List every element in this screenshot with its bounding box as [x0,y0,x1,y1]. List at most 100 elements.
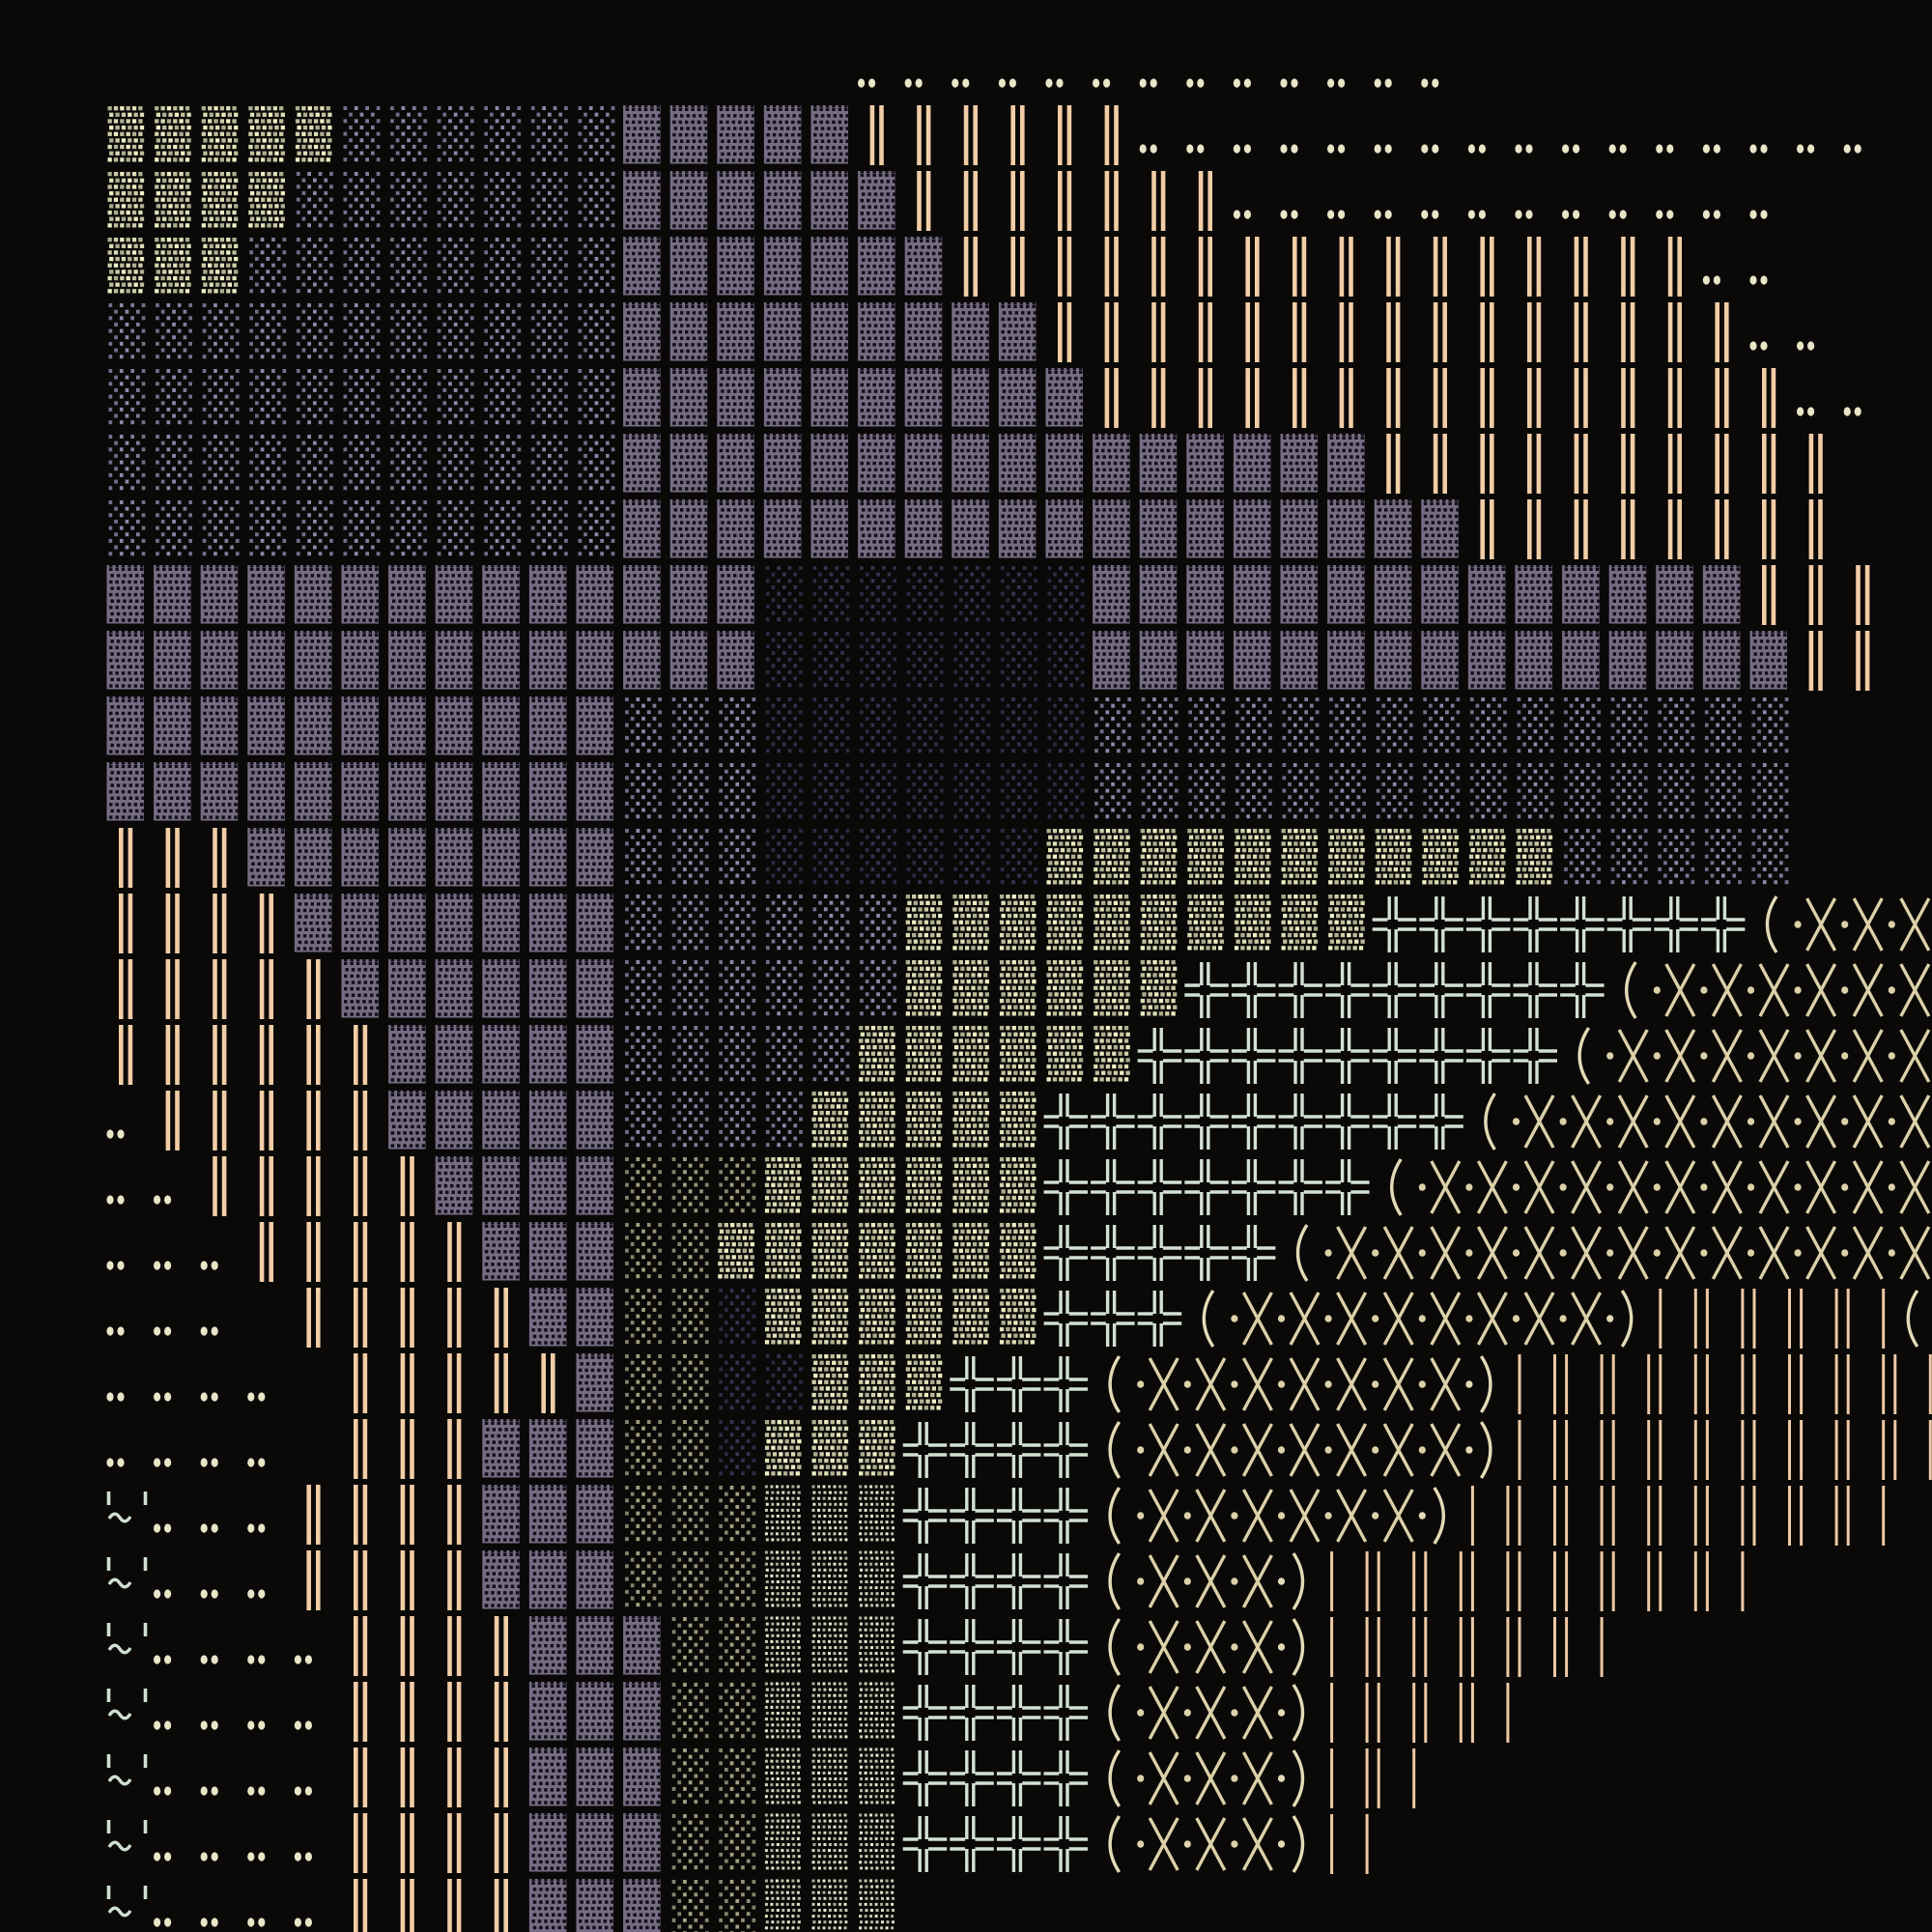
sparse-checker-lavender [296,172,333,228]
dot-pair [200,1720,218,1730]
double-cross [1135,1289,1183,1349]
sparse-checker-lavender [812,960,850,1016]
sparse-checker-lavender [156,500,192,556]
dot-pair [247,1852,266,1861]
fine-dot-block [811,1879,848,1932]
sparse-checker-lavender [671,1026,709,1082]
dot-pair [154,1786,172,1796]
mesh-block [388,959,427,1018]
mesh-block [435,696,474,755]
sparse-checker-olive [719,1814,756,1870]
sparse-checker-dark [719,1354,756,1410]
dense-dot-block [952,1223,989,1279]
fine-dot-block [764,1485,801,1542]
mesh-block [1702,631,1742,690]
x-with-dot [1746,1028,1790,1084]
dense-dot-block [1234,895,1271,951]
double-vline [354,1747,368,1807]
angle-open [1484,1092,1497,1151]
dense-dot-block [999,895,1037,951]
double-cross [1182,1223,1231,1283]
double-vline [494,1879,508,1932]
sparse-checker-lavender [437,106,474,162]
dot-pair [247,1523,266,1533]
dot-pair [1702,210,1720,219]
mesh-block [717,237,755,296]
tilde-ticks [106,1490,148,1523]
x-with-dot [1322,1422,1368,1478]
angle-open [1108,1748,1122,1808]
mesh-block [1280,499,1319,558]
mesh-block [482,631,521,690]
double-vline [119,959,133,1019]
double-cross [1135,1157,1183,1217]
mesh-block [528,1156,568,1215]
dot-pair [1139,144,1157,154]
thin-edge-bars [1377,1748,1416,1808]
sparse-checker-lavender [1704,829,1742,885]
sparse-checker-lavender [296,303,333,359]
x-with-dot [1792,1159,1837,1215]
dense-dot-block [905,895,943,951]
sparse-checker-lavender [1610,763,1648,819]
mesh-block [1093,434,1131,493]
sparse-checker-dark [906,566,944,622]
x-with-dot [1135,1488,1179,1544]
dense-dot-block [155,238,191,294]
dense-dot-block [905,1026,943,1082]
double-cross [1041,1289,1090,1349]
dense-dot-block [999,1026,1037,1082]
angle-open [1108,1814,1122,1874]
sparse-checker-dark [812,632,850,688]
mesh-block [1233,499,1272,558]
sparse-checker-lavender [1751,763,1789,819]
dense-dot-block [905,960,943,1016]
dense-dot-block [905,1092,943,1148]
sparse-checker-olive [671,1748,709,1804]
sparse-checker-lavender [1751,829,1789,885]
sparse-checker-lavender [390,238,427,294]
thin-edge-bars [1800,1486,1838,1546]
mesh-block [763,434,803,493]
double-vline [1433,368,1447,428]
mesh-block [482,1091,521,1150]
mesh-block [1562,565,1601,624]
thin-edge-bars [1611,1354,1651,1414]
sparse-checker-lavender [202,500,240,556]
double-vline [213,1091,227,1151]
double-vline [1856,565,1870,625]
mesh-block [388,762,427,821]
double-cross [1605,895,1653,954]
double-cross [1323,1157,1372,1217]
double-vline [165,828,180,888]
dot-pair [1374,210,1392,219]
double-vline [354,1091,368,1151]
fine-dot-block [811,1813,848,1870]
double-vline [963,105,978,165]
x-with-dot [1229,1619,1274,1675]
thin-edge-bars [1846,1486,1886,1546]
dense-dot-block [905,1157,943,1213]
mesh-block [576,1419,614,1478]
thin-edge-bars [1470,1486,1510,1546]
mesh-block [528,959,568,1018]
mesh-block [341,762,380,821]
double-vline [447,1419,462,1479]
thin-edge-bars [1330,1551,1369,1611]
thin-edge-bars [1705,1486,1745,1546]
sparse-checker-olive [625,1354,662,1410]
dot-pair [1233,78,1251,88]
mesh-block [952,302,990,361]
double-vline [306,1025,321,1085]
sparse-checker-lavender [719,829,756,885]
fine-dot-block [859,1682,895,1739]
thin-edge-bars [1565,1617,1604,1677]
double-vline [1808,499,1823,559]
x-with-dot [1887,1094,1931,1150]
dot-pair [1797,144,1815,154]
sparse-checker-lavender [530,172,568,228]
sparse-checker-lavender [1751,697,1789,753]
mesh-block [763,499,803,558]
double-cross [1464,895,1513,954]
x-with-dot [1652,1094,1696,1150]
